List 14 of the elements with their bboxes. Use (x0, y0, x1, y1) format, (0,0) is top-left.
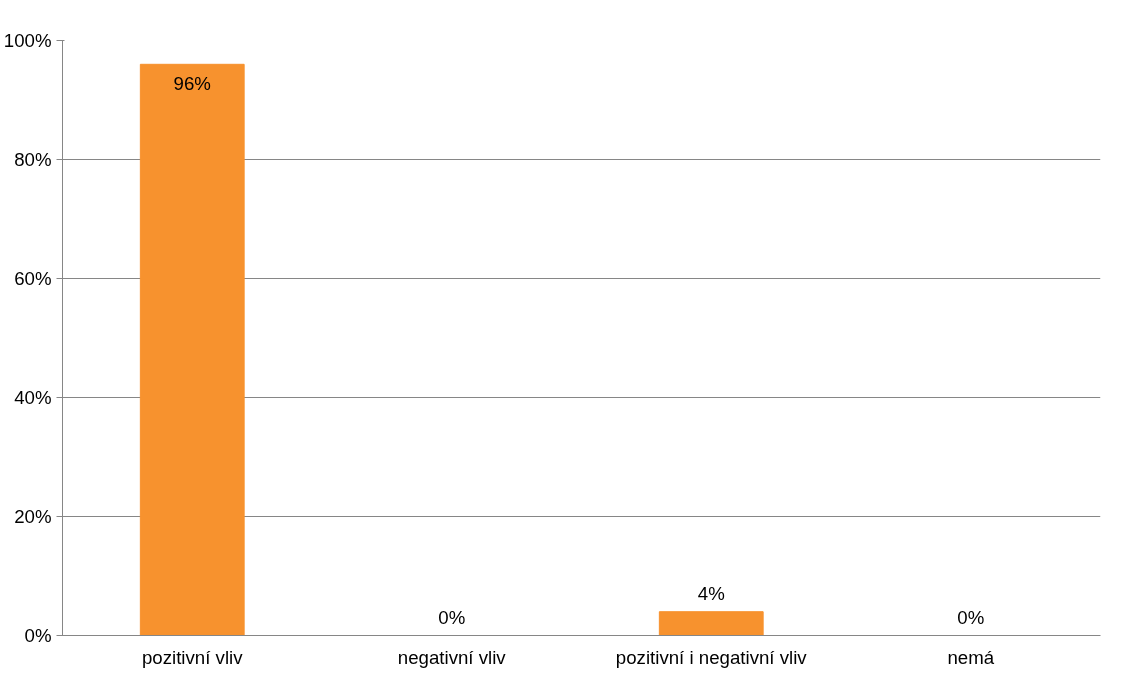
x-tick-label: pozitivní i negativní vliv (615, 646, 808, 668)
y-tick-label: 100% (3, 30, 52, 51)
x-tick-label: pozitivní vliv (141, 646, 244, 668)
data-label: 4% (697, 582, 725, 604)
y-tick-label: 60% (14, 268, 52, 289)
x-tick-label: nemá (947, 646, 995, 668)
data-label: 96% (173, 73, 211, 95)
y-tick-label: 20% (14, 506, 52, 527)
y-tick-label: 40% (14, 387, 52, 408)
data-label: 0% (438, 606, 466, 628)
x-tick-label: negativní vliv (397, 646, 507, 668)
data-label: 0% (957, 606, 985, 628)
y-tick-label: 0% (24, 625, 52, 646)
y-tick-label: 80% (14, 149, 52, 170)
